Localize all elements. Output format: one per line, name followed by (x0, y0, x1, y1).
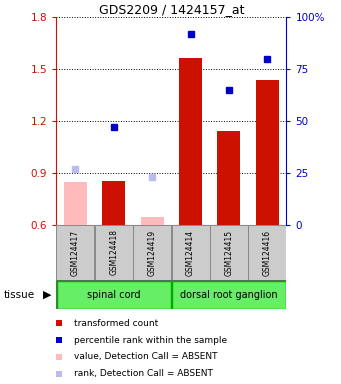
Bar (179, 58, 202, 225)
Text: GSM124419: GSM124419 (148, 229, 157, 276)
Bar (218, 131, 240, 225)
Bar (210, 225, 248, 280)
Text: GSM124417: GSM124417 (71, 229, 80, 276)
Text: percentile rank within the sample: percentile rank within the sample (74, 336, 227, 344)
Text: GSM124418: GSM124418 (109, 230, 118, 275)
Text: dorsal root ganglion: dorsal root ganglion (180, 290, 278, 300)
Bar (172, 225, 209, 280)
Bar (172, 281, 286, 309)
Text: ▶: ▶ (43, 290, 51, 300)
Bar (256, 80, 279, 225)
Bar (95, 225, 133, 280)
Bar (64, 182, 87, 225)
Bar (133, 225, 171, 280)
Text: spinal cord: spinal cord (87, 290, 140, 300)
Bar (57, 281, 171, 309)
Text: GSM124416: GSM124416 (263, 229, 272, 276)
Text: value, Detection Call = ABSENT: value, Detection Call = ABSENT (74, 353, 218, 361)
Bar (57, 225, 94, 280)
Bar (248, 225, 286, 280)
Text: transformed count: transformed count (74, 319, 158, 328)
Text: GSM124415: GSM124415 (224, 229, 233, 276)
Text: GSM124414: GSM124414 (186, 229, 195, 276)
Bar (141, 217, 164, 225)
Title: GDS2209 / 1424157_at: GDS2209 / 1424157_at (99, 3, 244, 16)
Text: tissue: tissue (3, 290, 34, 300)
Bar (102, 180, 125, 225)
Text: rank, Detection Call = ABSENT: rank, Detection Call = ABSENT (74, 369, 213, 378)
